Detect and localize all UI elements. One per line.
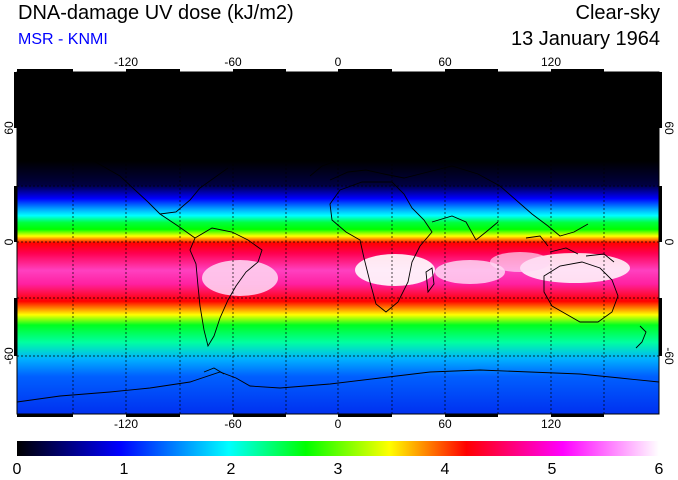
colorbar-label: 1 <box>120 461 129 478</box>
map-date: 13 January 1964 <box>510 28 660 50</box>
source-label: MSR - KNMI <box>18 31 108 48</box>
lat-tick-label: -60 <box>662 347 676 365</box>
lat-tick-label: 60 <box>2 121 16 135</box>
map-frame <box>14 69 662 417</box>
lat-tick-label: 0 <box>2 238 16 245</box>
lat-ticks-right: 60 0 -60 <box>662 121 676 365</box>
colorbar-label: 6 <box>655 461 664 478</box>
lon-tick-label: 60 <box>438 55 452 69</box>
lon-tick-label: 0 <box>335 417 342 431</box>
lon-tick-label: -120 <box>114 55 138 69</box>
dose-field <box>17 72 659 414</box>
lat-tick-label: 60 <box>662 121 676 135</box>
lat-tick-label: -60 <box>2 347 16 365</box>
sky-condition: Clear-sky <box>575 2 660 24</box>
lon-tick-label: 120 <box>541 55 561 69</box>
colorbar-gradient <box>17 441 659 456</box>
colorbar: 0 1 2 3 4 5 6 <box>13 441 664 478</box>
lat-tick-label: 0 <box>662 239 676 246</box>
colorbar-label: 5 <box>548 461 557 478</box>
lon-tick-label: -60 <box>224 55 242 69</box>
coastlines <box>17 157 659 403</box>
colorbar-label: 0 <box>13 461 22 478</box>
lon-tick-label: 0 <box>335 55 342 69</box>
map-title: DNA-damage UV dose (kJ/m2) <box>18 2 294 24</box>
lon-tick-label: -60 <box>224 417 242 431</box>
colorbar-label: 4 <box>441 461 450 478</box>
colorbar-label: 3 <box>334 461 343 478</box>
graticule <box>17 72 659 414</box>
lat-ticks-left: 60 0 -60 <box>2 121 16 365</box>
lon-tick-label: 120 <box>541 417 561 431</box>
colorbar-label: 2 <box>227 461 236 478</box>
lon-tick-label: 60 <box>438 417 452 431</box>
lon-tick-label: -120 <box>114 417 138 431</box>
lon-ticks-top: -120 -60 0 60 120 <box>114 55 561 69</box>
lon-ticks-bottom: -120 -60 0 60 120 <box>114 417 561 431</box>
